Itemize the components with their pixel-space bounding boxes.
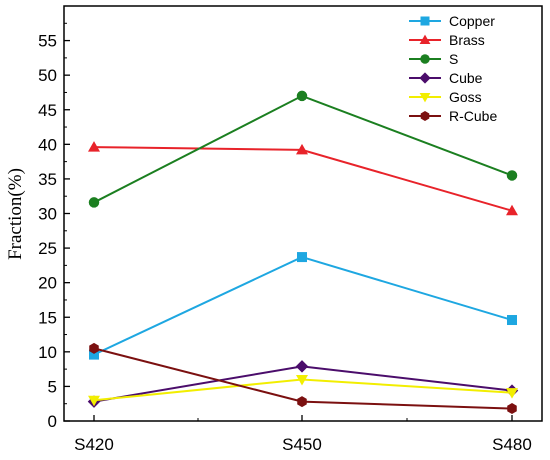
y-axis-label: Fraction(%) — [5, 168, 26, 260]
y-tick-label: 20 — [38, 274, 57, 293]
data-point — [88, 141, 100, 152]
y-tick-label: 0 — [48, 412, 57, 431]
data-point — [297, 252, 307, 263]
y-tick-label: 10 — [38, 343, 57, 362]
data-point — [297, 396, 307, 408]
y-tick-label: 25 — [38, 239, 57, 258]
data-point — [506, 204, 518, 216]
series-line — [93, 256, 513, 356]
data-point — [89, 349, 99, 360]
legend-item: S — [409, 51, 458, 67]
legend: Copper Brass S Cube Goss R-Cube — [409, 13, 497, 124]
legend-item: Goss — [409, 89, 482, 105]
y-tick-label: 45 — [38, 101, 57, 120]
legend-label: Cube — [449, 70, 483, 86]
data-point — [296, 143, 308, 155]
y-axis: 0 5 10 15 20 25 30 35 40 45 50 55 — [38, 22, 70, 431]
data-point — [88, 395, 100, 407]
legend-label: Brass — [449, 32, 485, 48]
legend-label: S — [449, 51, 458, 67]
legend-marker — [420, 111, 430, 121]
data-point — [89, 342, 99, 354]
x-tick-label: S450 — [282, 435, 322, 454]
legend-label: Goss — [449, 89, 482, 105]
x-tick-label: S420 — [74, 435, 114, 454]
data-point — [296, 375, 308, 386]
y-tick-label: 40 — [38, 135, 57, 154]
x-tick-label: S480 — [492, 435, 532, 454]
legend-item: R-Cube — [409, 108, 497, 124]
legend-label: R-Cube — [449, 108, 497, 124]
series-line — [93, 146, 513, 212]
series-s — [88, 90, 518, 208]
y-tick-label: 30 — [38, 205, 57, 224]
data-point — [88, 197, 100, 208]
data-point — [506, 170, 518, 181]
data-point — [506, 388, 518, 399]
series-copper — [89, 252, 517, 360]
y-tick-label: 50 — [38, 66, 57, 85]
data-point — [507, 403, 517, 415]
y-tick-label: 35 — [38, 170, 57, 189]
legend-marker — [419, 34, 431, 45]
series-goss — [88, 375, 518, 407]
x-axis: S420 S450 S480 — [74, 415, 532, 454]
series-r-cube — [89, 342, 517, 415]
data-point — [296, 90, 308, 102]
y-tick-label: 15 — [38, 308, 57, 327]
legend-label: Copper — [449, 13, 495, 29]
legend-item: Copper — [409, 13, 495, 29]
series-line — [93, 365, 513, 403]
legend-marker — [419, 72, 431, 84]
data-point — [295, 360, 309, 373]
legend-marker — [420, 16, 430, 26]
legend-marker — [419, 92, 431, 103]
legend-item: Cube — [409, 70, 483, 86]
legend-item: Brass — [409, 32, 485, 48]
data-point — [507, 315, 517, 326]
legend-marker — [420, 54, 430, 64]
y-tick-label: 5 — [48, 377, 57, 396]
y-tick-label: 55 — [38, 32, 57, 51]
series-layer — [87, 90, 519, 415]
series-brass — [88, 141, 518, 216]
